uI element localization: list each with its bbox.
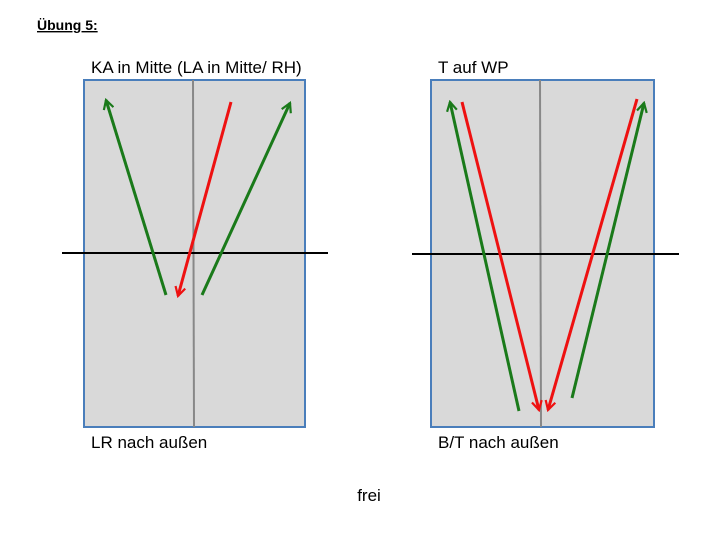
green-arrow bbox=[200, 103, 290, 296]
green-arrow bbox=[450, 102, 521, 412]
panel-caption: LR nach außen bbox=[91, 433, 207, 452]
footer-text: frei bbox=[357, 486, 381, 505]
red-arrow bbox=[460, 101, 539, 410]
red-arrow bbox=[548, 98, 639, 410]
panel-title: KA in Mitte (LA in Mitte/ RH) bbox=[91, 58, 302, 77]
slide-title: Übung 5: bbox=[37, 17, 98, 33]
red-arrow bbox=[178, 101, 233, 296]
green-arrow bbox=[570, 103, 644, 399]
panel-caption: B/T nach außen bbox=[438, 433, 559, 452]
green-arrow bbox=[106, 100, 168, 296]
panel-title: T auf WP bbox=[438, 58, 509, 77]
